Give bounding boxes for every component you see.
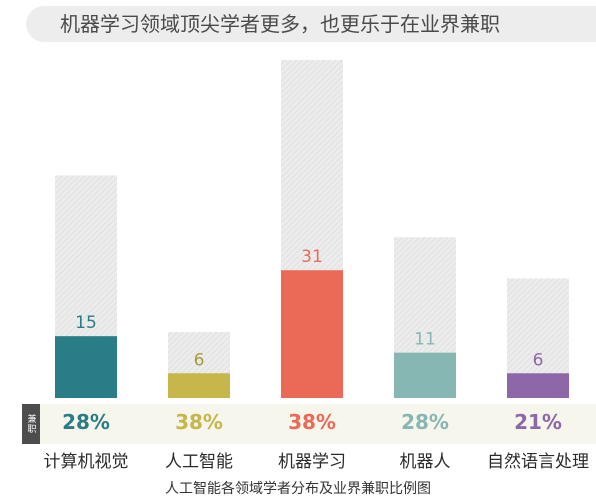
percent-label-4: 28% bbox=[401, 410, 449, 434]
part-time-band bbox=[22, 404, 596, 444]
part-time-side-label: 兼职 bbox=[22, 404, 40, 444]
category-label-2: 人工智能 bbox=[165, 452, 233, 472]
percent-label-5: 21% bbox=[514, 410, 562, 434]
title-banner bbox=[26, 6, 596, 42]
value-label-4: 11 bbox=[414, 330, 436, 350]
part-time-bar-4 bbox=[394, 352, 456, 398]
chart-caption: 人工智能各领域学者分布及业界兼职比例图 bbox=[165, 481, 431, 497]
value-label-2: 6 bbox=[194, 350, 205, 370]
value-label-5: 6 bbox=[533, 350, 544, 370]
part-time-bar-1 bbox=[55, 336, 117, 398]
chart-title: 机器学习领域顶尖学者更多，也更乐于在业界兼职 bbox=[60, 12, 500, 36]
part-time-bar-5 bbox=[507, 373, 569, 398]
category-label-3: 机器学习 bbox=[278, 452, 346, 472]
value-label-1: 15 bbox=[75, 313, 97, 333]
part-time-bar-3 bbox=[281, 270, 343, 398]
category-label-5: 自然语言处理 bbox=[487, 452, 589, 472]
part-time-bar-2 bbox=[168, 373, 230, 398]
value-label-3: 31 bbox=[301, 247, 323, 267]
percent-label-3: 38% bbox=[288, 410, 336, 434]
category-label-1: 计算机视觉 bbox=[43, 452, 129, 472]
percent-label-2: 38% bbox=[175, 410, 223, 434]
category-label-4: 机器人 bbox=[399, 452, 451, 472]
percent-label-1: 28% bbox=[62, 410, 110, 434]
